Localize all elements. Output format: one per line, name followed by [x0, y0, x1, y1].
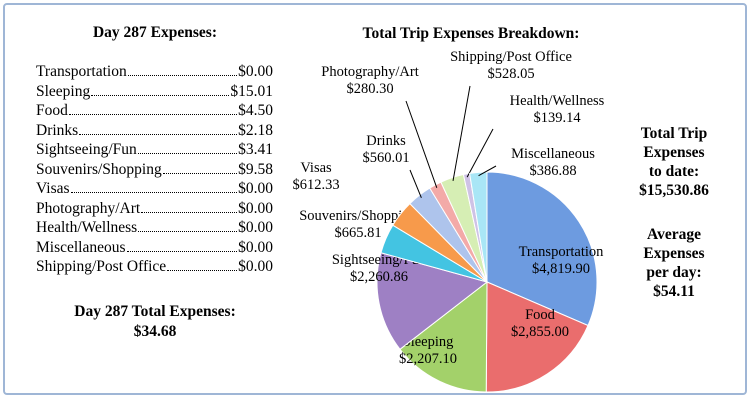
average: Average Expenses per day: $54.11: [620, 225, 728, 301]
expense-row: Souvenirs/Shopping $9.58: [36, 161, 273, 181]
expense-amount: $15.01: [230, 82, 273, 100]
leader-line: [466, 128, 494, 178]
slice-value: $2,260.86: [350, 269, 408, 285]
trip-total-line: Total Trip: [640, 125, 708, 142]
slice-label: Food: [525, 307, 556, 323]
expense-row: Visas $0.00: [36, 180, 273, 200]
expense-row: Sleeping $15.01: [36, 83, 273, 103]
slice-value: $665.81: [334, 225, 381, 241]
slice-value: $4,819.90: [532, 261, 590, 277]
expense-label: Food: [36, 102, 68, 119]
leader: [137, 153, 238, 154]
trip-total-line: Expenses: [643, 144, 705, 161]
day-total-value: $34.68: [133, 323, 177, 340]
expense-label: Visas: [36, 180, 70, 197]
slice-value: $139.14: [533, 110, 581, 126]
expense-row: Photography/Art $0.00: [36, 200, 273, 220]
expense-row: Sightseeing/Fun $3.41: [36, 141, 273, 161]
pie-slice: [486, 171, 598, 327]
trip-total-value: $15,530.86: [639, 182, 709, 199]
trip-total: Total Trip Expenses to date: $15,530.86: [620, 124, 728, 200]
slice-label: Health/Wellness: [510, 93, 605, 109]
slice-value: $612.33: [292, 177, 339, 193]
average-value: $54.11: [653, 283, 695, 300]
expense-row: Shipping/Post Office $0.00: [36, 258, 273, 278]
slice-label: Miscellaneous: [511, 146, 595, 162]
pie-slice: [469, 171, 488, 283]
slice-label: Drinks: [366, 133, 406, 149]
expense-label: Health/Wellness: [36, 219, 138, 236]
day-total: Day 287 Total Expenses: $34.68: [30, 302, 280, 342]
leader-line: [452, 85, 471, 181]
leader: [127, 75, 238, 76]
expense-label: Transportation: [36, 63, 127, 80]
expense-label: Shipping/Post Office: [36, 258, 167, 275]
expense-row: Transportation $0.00: [36, 63, 273, 83]
expense-row: Health/Wellness $0.00: [36, 219, 273, 239]
expense-label: Photography/Art: [36, 199, 141, 217]
leader: [68, 114, 238, 115]
expense-amount: $3.41: [238, 141, 273, 158]
expense-amount: $0.00: [238, 219, 273, 236]
leader: [162, 172, 238, 174]
slice-label: Shipping/Post Office: [450, 49, 572, 65]
expense-label: Souvenirs/Shopping: [36, 160, 162, 178]
leader: [141, 211, 238, 213]
leader-line: [405, 100, 438, 189]
expense-amount: $0.00: [238, 63, 273, 80]
trip-total-line: to date:: [648, 163, 700, 180]
leader-line: [478, 165, 497, 177]
slice-value: $528.05: [487, 66, 534, 82]
slice-label: Transportation: [519, 244, 605, 260]
slice-label: Visas: [300, 160, 332, 176]
leader: [167, 270, 238, 271]
average-line: Expenses: [643, 245, 705, 262]
expense-list: Transportation $0.00 Sleeping $15.01 Food $4.…: [36, 63, 273, 278]
expense-amount: $0.00: [238, 238, 273, 256]
frame: [3, 3, 747, 395]
slice-value: $2,855.00: [511, 324, 569, 340]
expense-row: Miscellaneous $0.00: [36, 239, 273, 259]
expense-amount: $0.00: [238, 258, 273, 275]
expense-amount: $0.00: [238, 180, 273, 197]
pie-slice: [399, 280, 488, 393]
chart-title: Total Trip Expenses Breakdown:: [363, 25, 580, 42]
leader: [91, 94, 230, 96]
day-title: Day 287 Expenses:: [92, 24, 217, 41]
leader: [138, 231, 238, 232]
leader: [70, 192, 238, 193]
slice-value: $2,207.10: [399, 351, 457, 367]
expense-amount: $4.50: [238, 102, 273, 119]
expense-label: Sleeping: [36, 82, 91, 100]
pie-slice: [485, 281, 589, 393]
expense-row: Food $4.50: [36, 102, 273, 122]
slice-value: $386.88: [529, 163, 576, 179]
leader: [79, 133, 238, 135]
expense-amount: $0.00: [238, 199, 273, 217]
slice-value: $280.30: [346, 81, 393, 97]
slice-label: Photography/Art: [321, 64, 418, 80]
average-line: Average: [647, 226, 701, 243]
leader-line: [409, 169, 422, 199]
expense-row: Drinks $2.18: [36, 122, 273, 142]
leader: [126, 250, 238, 252]
expense-amount: $2.18: [238, 121, 273, 139]
pie-slice: [376, 252, 489, 350]
day-total-label: Day 287 Total Expenses:: [74, 303, 236, 320]
slice-label: Souvenirs/Shopping: [299, 208, 417, 224]
expense-amount: $9.58: [238, 160, 273, 178]
expense-label: Miscellaneous: [36, 238, 126, 256]
expense-label: Sightseeing/Fun: [36, 141, 137, 158]
average-line: per day:: [646, 264, 702, 281]
expense-label: Drinks: [36, 121, 79, 139]
slice-value: $560.01: [362, 150, 409, 166]
